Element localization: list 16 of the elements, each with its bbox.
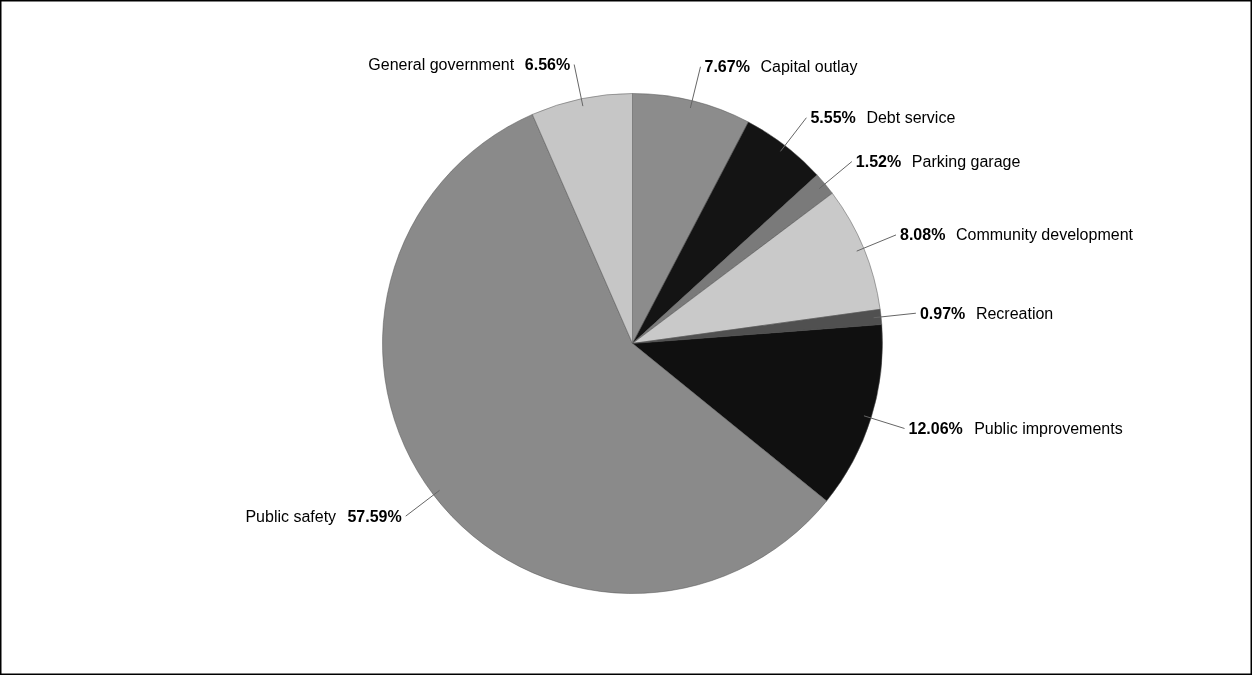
slice-label: Public safety [245,507,337,525]
slice-label: Recreation [975,304,1054,322]
slice-label: Community development [956,226,1134,244]
slice-label: Debt service [866,109,956,127]
slice-label: Capital outlay [760,58,858,76]
data-label: 7.67% [704,58,750,76]
slice-label: General government [368,56,515,74]
data-label: 8.08% [900,226,946,244]
slice-label: Public improvements [974,420,1123,437]
slice-label: Parking garage [911,153,1021,171]
data-label: 12.06% [908,420,963,437]
data-label: 5.55% [810,109,856,127]
data-label: 57.59% [347,507,402,525]
data-label: 1.52% [855,153,902,171]
data-label: 0.97% [919,304,966,322]
data-label: 6.56% [524,56,571,74]
